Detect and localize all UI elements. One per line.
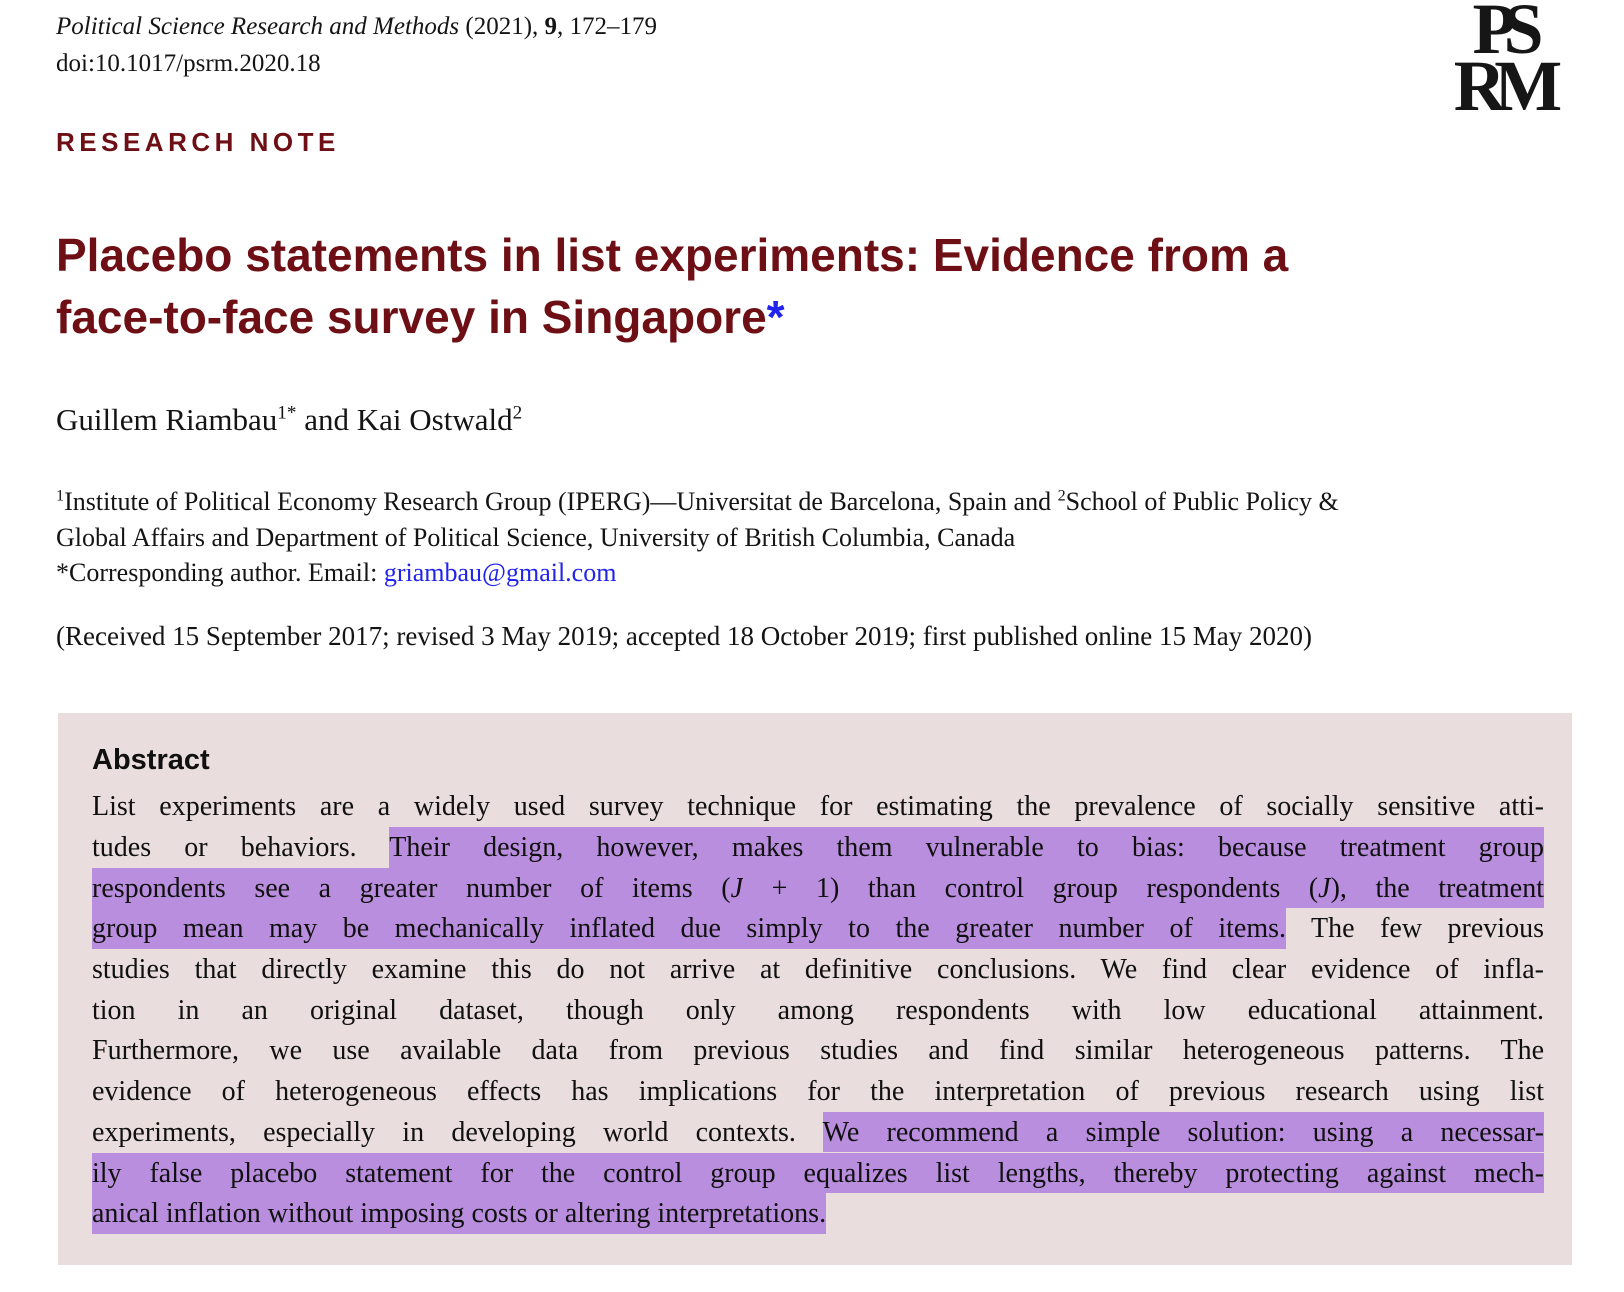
- corresponding-author-label: *Corresponding author. Email:: [56, 558, 384, 587]
- abstract-line: experiments, especially in developing wo…: [92, 1111, 1545, 1154]
- title-line1: Placebo statements in list experiments: …: [56, 229, 1289, 281]
- affiliation-line1: 1Institute of Political Economy Research…: [56, 487, 1339, 516]
- received-dates-line: (Received 15 September 2017; revised 3 M…: [56, 621, 1312, 651]
- psrm-logo-ps: PS: [1472, 0, 1543, 69]
- author-names: Guillem Riambau1* and Kai Ostwald2: [56, 402, 523, 437]
- email-link[interactable]: griambau@gmail.com: [383, 558, 617, 587]
- title-line2: face-to-face survey in Singapore: [56, 291, 767, 343]
- section-label: RESEARCH NOTE: [56, 127, 340, 157]
- abstract-line: anical inflation without imposing costs …: [92, 1193, 1544, 1235]
- journal-citation: Political Science Research and Methods (…: [56, 13, 658, 40]
- article-title: Placebo statements in list experiments: …: [56, 224, 1576, 348]
- doi: doi:10.1017/psrm.2020.18: [56, 50, 321, 77]
- abstract-line: List experiments are a widely used surve…: [92, 791, 1544, 822]
- abstract-box: Abstract List experiments are a widely u…: [58, 713, 1572, 1265]
- abstract-line: group mean may be mechanically inflated …: [92, 908, 1544, 950]
- abstract-line: ily false placebo statement for the cont…: [92, 1152, 1544, 1194]
- abstract-line: tudes or behaviors. Their design, howeve…: [92, 826, 1544, 869]
- masthead: Political Science Research and Methods (…: [56, 8, 657, 82]
- abstract-line: respondents see a greater number of item…: [92, 867, 1544, 909]
- affiliations-block: 1Institute of Political Economy Research…: [56, 484, 1556, 591]
- abstract-text: List experiments are a widely used surve…: [92, 787, 1545, 1235]
- abstract-heading: Abstract: [92, 744, 210, 776]
- title-footnote-asterisk[interactable]: *: [766, 291, 785, 343]
- abstract-line: studies that directly examine this do no…: [92, 953, 1544, 985]
- affiliation-line2: Global Affairs and Department of Politic…: [56, 522, 1016, 552]
- abstract-line: evidence of heterogeneous effects has im…: [92, 1075, 1544, 1107]
- psrm-logo: PS RM: [1442, 0, 1574, 126]
- psrm-logo-rm: RM: [1453, 46, 1562, 126]
- abstract-line: Furthermore, we use available data from …: [92, 1035, 1544, 1067]
- corresponding-author-line: *Corresponding author. Email: griambau@g…: [56, 555, 1556, 591]
- abstract-line: tion in an original dataset, though only…: [92, 994, 1544, 1026]
